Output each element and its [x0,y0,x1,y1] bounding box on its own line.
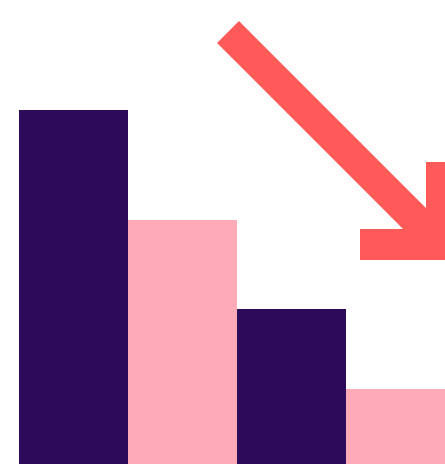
bar-3 [237,309,346,464]
bars-group [19,110,445,464]
arrow-head [360,229,445,260]
arrow-shaft [217,21,441,245]
bar-2 [128,220,237,464]
trend-down-arrow-icon [217,21,445,260]
bar-4 [346,389,445,464]
bar-1 [19,110,128,464]
arrow-head-vertical [426,162,445,260]
